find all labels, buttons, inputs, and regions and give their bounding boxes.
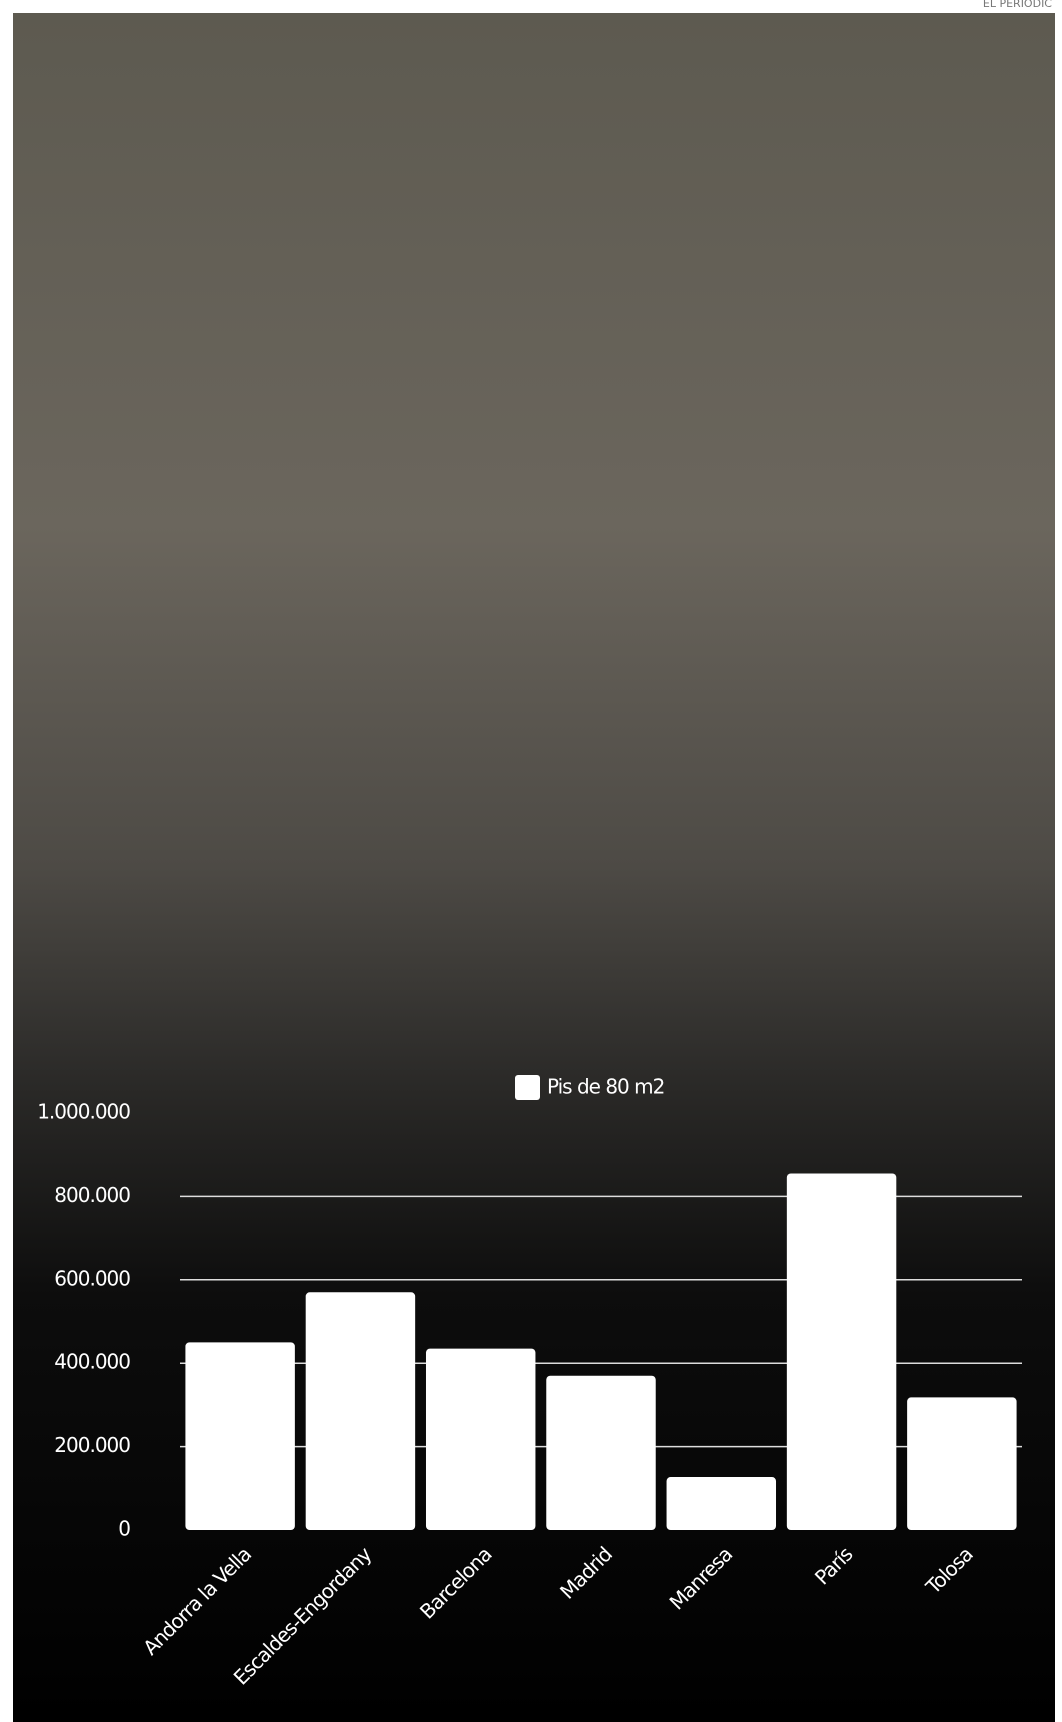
- y-tick-label: 600.000: [54, 1266, 130, 1290]
- bar: [546, 1375, 656, 1530]
- bar: [786, 1173, 897, 1530]
- bar: [907, 1397, 1017, 1530]
- credit: EL PERIÓDIC: [983, 0, 1052, 10]
- legend-label: Pis de 80 m2: [547, 1075, 664, 1099]
- y-tick-label: 0: [118, 1517, 130, 1541]
- y-tick-label: 200.000: [54, 1433, 130, 1457]
- bar: [425, 1348, 536, 1530]
- y-tick-label: 400.000: [54, 1350, 130, 1374]
- legend-swatch: [515, 1075, 540, 1100]
- bar: [305, 1292, 416, 1530]
- bar: [185, 1342, 295, 1530]
- bar: [666, 1477, 777, 1530]
- y-tick-label: 800.000: [54, 1183, 130, 1207]
- y-tick-label: 1.000.000: [37, 1100, 130, 1124]
